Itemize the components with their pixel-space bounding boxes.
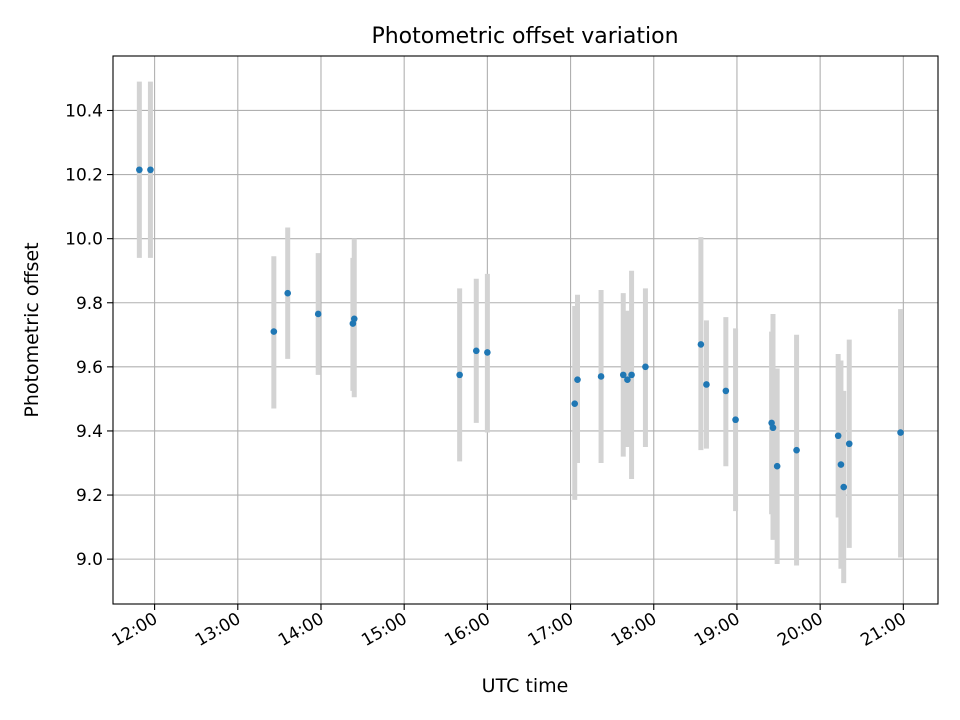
data-point [840, 483, 848, 491]
data-point [147, 166, 154, 174]
data-point [574, 376, 581, 383]
data-point [619, 371, 627, 379]
data-point [284, 289, 292, 297]
y-tick-label: 9.6 [76, 358, 103, 378]
x-axis: 12:00 13:00 14:00 15:00 16:00 17:00 18:00 19:00… [109, 604, 910, 651]
data-point [845, 440, 853, 448]
y-axis-label: Photometric offset [21, 242, 43, 417]
x-tick-label: 19:00 [691, 609, 743, 651]
data-point [571, 400, 579, 408]
y-tick-label: 9.2 [76, 486, 103, 506]
y-tick-label: 10.0 [65, 230, 103, 250]
x-tick-label: 13:00 [192, 609, 244, 651]
x-tick-label: 15:00 [358, 609, 410, 651]
chart-title: Photometric offset variation [371, 24, 678, 49]
data-point [732, 416, 739, 424]
data-point [350, 315, 358, 323]
x-tick-label: 18:00 [608, 609, 660, 651]
x-axis-label: UTC time [482, 675, 569, 697]
y-tick-label: 10.2 [65, 166, 103, 186]
data-point [773, 462, 781, 470]
y-tick-label: 9.4 [76, 422, 103, 442]
data-point [697, 341, 705, 348]
y-tick-label: 9.8 [76, 294, 103, 314]
data-point [624, 376, 631, 383]
x-tick-label: 14:00 [275, 609, 327, 651]
x-tick-label: 20:00 [774, 609, 826, 651]
data-point [136, 166, 143, 174]
data-points [136, 166, 904, 491]
x-tick-label: 12:00 [109, 609, 161, 651]
plot-frame [112, 55, 939, 605]
data-point [270, 328, 278, 335]
data-point [456, 371, 463, 379]
x-tick-label: 21:00 [857, 609, 909, 651]
data-point [484, 349, 491, 356]
data-point [703, 381, 710, 388]
data-point [597, 373, 605, 380]
y-tick-label: 10.4 [65, 101, 103, 121]
grid-lines [113, 56, 938, 604]
data-point [834, 432, 842, 440]
y-axis: 9.0 9.2 9.4 9.6 9.8 10.0 10.2 10.4 [65, 101, 113, 570]
y-tick-label: 9.0 [76, 550, 103, 570]
data-point [314, 310, 322, 318]
data-point [837, 461, 845, 468]
data-point [897, 429, 904, 436]
data-point [628, 371, 635, 379]
data-point [642, 363, 649, 371]
data-point [472, 347, 480, 355]
x-tick-label: 17:00 [525, 609, 577, 651]
data-point [793, 446, 800, 454]
data-point [722, 387, 730, 395]
data-point [769, 424, 777, 432]
x-tick-label: 16:00 [441, 609, 493, 651]
error-bars [136, 81, 904, 584]
